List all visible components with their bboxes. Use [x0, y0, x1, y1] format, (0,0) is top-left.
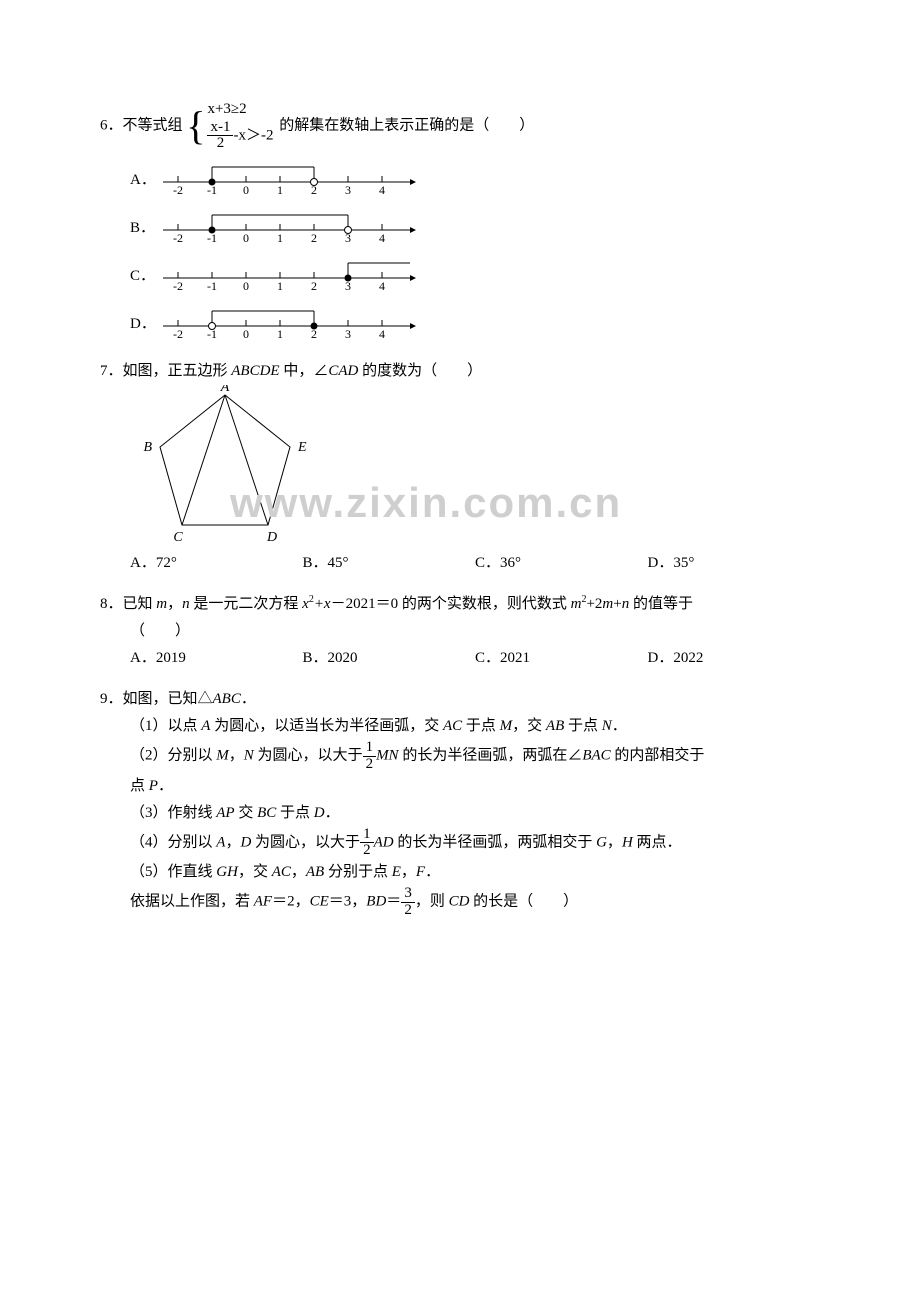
q6-numberline-C: -2-101234 [158, 256, 418, 296]
q7-options: A．72° B．45° C．36° D．35° [130, 550, 820, 577]
svg-text:0: 0 [243, 279, 249, 293]
q6-options: A． -2-101234 B． -2-101234 C． -2-101234 D… [130, 160, 820, 344]
svg-text:E: E [297, 440, 307, 455]
svg-text:A: A [220, 385, 230, 395]
q9-step4: （4）分别以 A，D 为圆心，以大于12AD 的长为半径画弧，两弧相交于 G，H… [130, 827, 820, 860]
q6-stem: 6．不等式组 { x+3≥2 x-12-x＞-2 的解集在数轴上表示正确的是（ … [100, 100, 820, 152]
q9-step2: （2）分别以 M，N 为圆心，以大于12MN 的长为半径画弧，两弧在∠BAC 的… [130, 740, 820, 773]
svg-text:3: 3 [345, 183, 351, 197]
q6-opt-B: B． -2-101234 [130, 208, 820, 248]
svg-text:1: 1 [277, 231, 283, 245]
svg-text:-1: -1 [207, 279, 217, 293]
q6-system: { x+3≥2 x-12-x＞-2 [186, 100, 275, 152]
q7-opt-D: D．35° [648, 550, 821, 577]
svg-text:1: 1 [277, 327, 283, 341]
q9-final: 依据以上作图，若 AF＝2，CE＝3，BD＝32，则 CD 的长是（ ） [130, 886, 820, 919]
svg-text:0: 0 [243, 327, 249, 341]
svg-text:2: 2 [311, 279, 317, 293]
q9-stem: 9．如图，已知△ABC． [100, 686, 820, 713]
question-9: 9．如图，已知△ABC． （1）以点 A 为圆心，以适当长为半径画弧，交 AC … [100, 686, 820, 919]
question-7: 7．如图，正五边形 ABCDE 中，∠CAD 的度数为（ ） ABCDE www… [100, 358, 820, 577]
q7-stem: 7．如图，正五边形 ABCDE 中，∠CAD 的度数为（ ） [100, 358, 820, 385]
q8-options: A．2019 B．2020 C．2021 D．2022 [130, 645, 820, 672]
q6-stem-suffix: 的解集在数轴上表示正确的是（ ） [279, 117, 534, 133]
svg-text:4: 4 [379, 279, 385, 293]
svg-text:4: 4 [379, 183, 385, 197]
q8-opt-D: D．2022 [648, 645, 821, 672]
svg-text:3: 3 [345, 327, 351, 341]
q6-numberline-B: -2-101234 [158, 208, 418, 248]
svg-text:B: B [143, 440, 152, 455]
q9-step3: （3）作射线 AP 交 BC 于点 D． [130, 800, 820, 827]
q6-opt-D: D． -2-101234 [130, 304, 820, 344]
question-6: 6．不等式组 { x+3≥2 x-12-x＞-2 的解集在数轴上表示正确的是（ … [100, 100, 820, 344]
q9-step2b: 点 P． [130, 773, 820, 800]
q7-opt-A: A．72° [130, 550, 303, 577]
svg-text:-2: -2 [173, 183, 183, 197]
svg-text:-2: -2 [173, 279, 183, 293]
question-8: 8．已知 m，n 是一元二次方程 x2+x－2021＝0 的两个实数根，则代数式… [100, 591, 820, 672]
svg-text:0: 0 [243, 231, 249, 245]
svg-text:-2: -2 [173, 327, 183, 341]
q6-opt-C: C． -2-101234 [130, 256, 820, 296]
q8-paren: （ ） [130, 618, 820, 645]
q6-numberline-D: -2-101234 [158, 304, 418, 344]
q7-opt-C: C．36° [475, 550, 648, 577]
svg-text:2: 2 [311, 231, 317, 245]
svg-text:0: 0 [243, 183, 249, 197]
watermark-text: www.zixin.com.cn [230, 465, 622, 541]
q8-opt-B: B．2020 [303, 645, 476, 672]
svg-text:-2: -2 [173, 231, 183, 245]
svg-text:C: C [173, 530, 183, 545]
q9-step1: （1）以点 A 为圆心，以适当长为半径画弧，交 AC 于点 M，交 AB 于点 … [130, 713, 820, 740]
q7-figure-wrap: ABCDE www.zixin.com.cn [130, 385, 820, 550]
q6-sys-line1: x+3≥2 [207, 100, 273, 120]
q6-numberline-A: -2-101234 [158, 160, 418, 200]
q6-opt-A: A． -2-101234 [130, 160, 820, 200]
q6-stem-prefix: 6．不等式组 [100, 117, 183, 133]
q9-step5: （5）作直线 GH，交 AC，AB 分别于点 E，F． [130, 859, 820, 886]
q8-opt-C: C．2021 [475, 645, 648, 672]
svg-text:4: 4 [379, 231, 385, 245]
q8-opt-A: A．2019 [130, 645, 303, 672]
q8-stem: 8．已知 m，n 是一元二次方程 x2+x－2021＝0 的两个实数根，则代数式… [100, 591, 820, 618]
svg-text:1: 1 [277, 183, 283, 197]
svg-text:4: 4 [379, 327, 385, 341]
svg-text:1: 1 [277, 279, 283, 293]
q7-opt-B: B．45° [303, 550, 476, 577]
